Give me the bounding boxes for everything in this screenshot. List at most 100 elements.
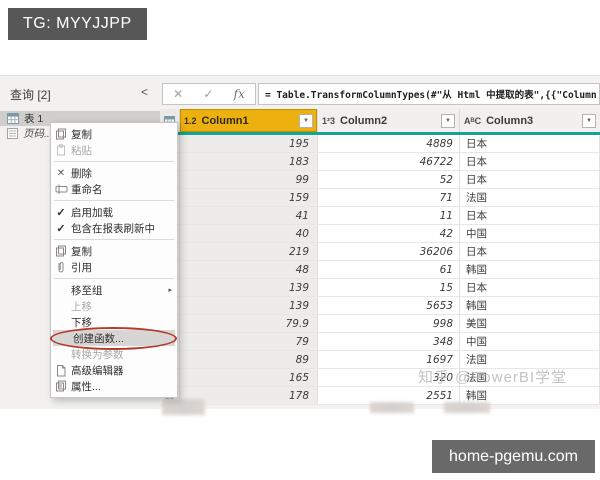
table-cell[interactable]: 139 <box>180 279 318 297</box>
table-row: 1279348中国 <box>160 333 600 351</box>
table-cell[interactable]: 41 <box>180 207 318 225</box>
tg-watermark-banner: TG: MYYJJPP <box>8 8 147 40</box>
table-cell[interactable]: 36206 <box>318 243 460 261</box>
censor-patch <box>162 399 205 415</box>
menu-item[interactable]: 重命名 <box>51 181 177 197</box>
commit-formula-icon[interactable]: ✓ <box>203 87 214 101</box>
table-cell[interactable]: 79.9 <box>180 315 318 333</box>
table-cell[interactable]: 99 <box>180 171 318 189</box>
table-cell[interactable]: 韩国 <box>460 261 600 279</box>
menu-item-label: 移至组 <box>71 284 103 297</box>
menu-item-label: 包含在报表刷新中 <box>71 222 155 235</box>
table-cell[interactable]: 日本 <box>460 243 600 261</box>
menu-item[interactable]: ✕ 删除 <box>51 165 177 181</box>
copy-icon <box>51 128 71 140</box>
cancel-formula-icon[interactable]: ✕ <box>173 87 184 101</box>
menu-item[interactable]: 引用 <box>51 259 177 275</box>
table-cell[interactable]: 1697 <box>318 351 460 369</box>
table-cell[interactable]: 日本 <box>460 279 600 297</box>
menu-separator <box>54 278 174 279</box>
properties-icon <box>51 380 71 392</box>
table-cell[interactable]: 159 <box>180 189 318 207</box>
table-cell[interactable]: 日本 <box>460 153 600 171</box>
table-cell[interactable]: 998 <box>318 315 460 333</box>
menu-separator <box>54 200 174 201</box>
table-row: 415971法国 <box>160 189 600 207</box>
table-cell[interactable]: 89 <box>180 351 318 369</box>
menu-separator <box>54 161 174 162</box>
table-cell[interactable]: 195 <box>180 135 318 153</box>
menu-item: 转换为参数 <box>51 346 177 362</box>
menu-item[interactable]: 属性... <box>51 378 177 394</box>
table-cell[interactable]: 183 <box>180 153 318 171</box>
table-cell[interactable]: 48 <box>180 261 318 279</box>
table-cell[interactable]: 美国 <box>460 315 600 333</box>
table-cell[interactable]: 320 <box>318 369 460 387</box>
filter-dropdown-icon[interactable]: ▼ <box>582 113 596 128</box>
menu-item-label: 下移 <box>71 316 92 329</box>
table-row: 54111日本 <box>160 207 600 225</box>
table-cell[interactable]: 15 <box>318 279 460 297</box>
table-cell[interactable]: 165 <box>180 369 318 387</box>
table-cell[interactable]: 5653 <box>318 297 460 315</box>
menu-item[interactable]: 移至组 ▸ <box>51 282 177 298</box>
table-cell[interactable]: 韩国 <box>460 297 600 315</box>
table-cell[interactable]: 日本 <box>460 207 600 225</box>
duplicate-icon <box>51 245 71 257</box>
formula-bar-buttons: ✕ ✓ fx <box>162 83 256 105</box>
table-cell[interactable]: 中国 <box>460 225 600 243</box>
menu-item-label: 上移 <box>71 300 92 313</box>
filter-dropdown-icon[interactable]: ▼ <box>299 113 313 128</box>
sidebar-item-label: 表 1 <box>24 113 44 125</box>
advanced-editor-icon <box>51 364 71 377</box>
table-cell[interactable]: 日本 <box>460 171 600 189</box>
formula-bar-input[interactable]: = Table.TransformColumnTypes(#"从 Html 中提… <box>258 83 600 105</box>
column-header-column2[interactable]: 1²3 Column2 ▼ <box>318 109 460 132</box>
column-header-column1[interactable]: 1.2 Column1 ▼ <box>180 109 318 132</box>
menu-item[interactable]: ✓ 启用加载 <box>51 204 177 220</box>
censor-patch <box>444 402 490 413</box>
menu-item-label: 重命名 <box>71 183 103 196</box>
table-cell[interactable]: 中国 <box>460 333 600 351</box>
column-header-column3[interactable]: AᴮC Column3 ▼ <box>460 109 600 132</box>
table-cell[interactable]: 11 <box>318 207 460 225</box>
menu-item: 粘贴 <box>51 142 177 158</box>
menu-item[interactable]: 创建函数... <box>50 327 177 350</box>
table-cell[interactable]: 79 <box>180 333 318 351</box>
fx-icon[interactable]: fx <box>233 87 245 101</box>
table-cell[interactable]: 46722 <box>318 153 460 171</box>
menu-item[interactable]: ✓ 包含在报表刷新中 <box>51 220 177 236</box>
collapse-pane-icon[interactable]: < <box>140 85 148 99</box>
table-cell[interactable]: 71 <box>318 189 460 207</box>
text-type-icon: AᴮC <box>464 115 482 126</box>
table-cell[interactable]: 348 <box>318 333 460 351</box>
menu-item[interactable]: 复制 <box>51 243 177 259</box>
sidebar-item-pagenum[interactable]: 页码... <box>0 126 160 141</box>
table-cell[interactable]: 40 <box>180 225 318 243</box>
table-cell[interactable]: 219 <box>180 243 318 261</box>
menu-item[interactable]: 复制 <box>51 126 177 142</box>
table-row: 721936206日本 <box>160 243 600 261</box>
table-cell[interactable]: 139 <box>180 297 318 315</box>
menu-item[interactable]: 高级编辑器 <box>51 362 177 378</box>
table-cell[interactable]: 42 <box>318 225 460 243</box>
table-cell[interactable]: 法国 <box>460 189 600 207</box>
check-icon: ✓ <box>56 222 66 235</box>
table-row: 64042中国 <box>160 225 600 243</box>
table-cell[interactable]: 52 <box>318 171 460 189</box>
table-row: 11954889日本 <box>160 135 600 153</box>
table-cell[interactable]: 韩国 <box>460 387 600 405</box>
menu-item: 上移 <box>51 298 177 314</box>
menu-item-label: 粘贴 <box>71 144 92 157</box>
table-cell[interactable]: 178 <box>180 387 318 405</box>
delete-icon: ✕ <box>56 167 66 179</box>
table-cell[interactable]: 61 <box>318 261 460 279</box>
menu-item[interactable]: 下移 <box>51 314 177 330</box>
queries-pane-title: 查询 [2] <box>10 88 51 102</box>
formula-text: = Table.TransformColumnTypes(#"从 Html 中提… <box>265 90 597 101</box>
table-cell[interactable]: 4889 <box>318 135 460 153</box>
menu-item-label: 复制 <box>71 128 92 141</box>
filter-dropdown-icon[interactable]: ▼ <box>441 113 455 128</box>
table-cell[interactable]: 日本 <box>460 135 600 153</box>
reference-icon <box>51 261 71 274</box>
